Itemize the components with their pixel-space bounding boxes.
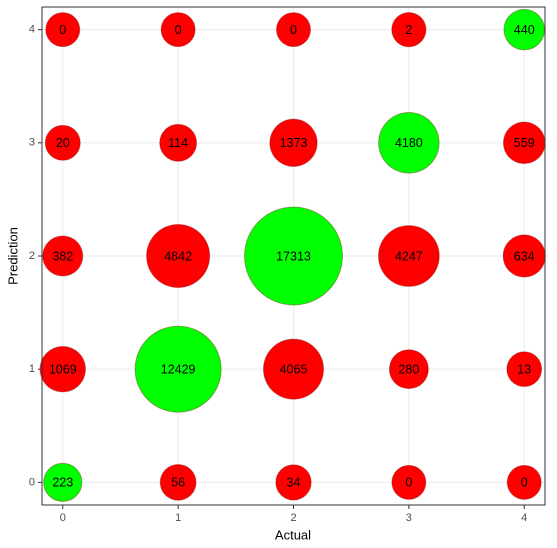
bubble <box>159 463 197 501</box>
bubble-label: 1373 <box>280 136 308 150</box>
bubble <box>262 338 325 400</box>
y-axis-title: Prediction <box>5 227 20 285</box>
bubble-label: 20 <box>56 136 70 150</box>
bubble-label: 0 <box>290 23 297 37</box>
bubble <box>43 462 83 503</box>
bubble <box>506 464 542 500</box>
bubble <box>391 12 427 48</box>
x-tick-label: 4 <box>521 512 527 524</box>
bubble-label: 0 <box>405 476 412 490</box>
bubble-label: 17313 <box>276 249 311 263</box>
bubble-label: 0 <box>521 476 528 490</box>
bubble <box>377 225 440 287</box>
x-tick-label: 1 <box>175 512 181 524</box>
bubble-label: 4247 <box>395 249 423 263</box>
bubble-label: 56 <box>171 476 185 490</box>
bubble-label: 34 <box>287 476 301 490</box>
bubble <box>45 12 81 48</box>
bubble-label: 440 <box>514 23 535 37</box>
bubble-label: 13 <box>517 362 531 376</box>
bubble-label: 382 <box>52 249 73 263</box>
bubble-label: 4065 <box>280 362 308 376</box>
bubble <box>391 464 427 500</box>
bubble-label: 2 <box>405 23 412 37</box>
bubble <box>160 12 196 48</box>
bubble <box>42 235 84 277</box>
x-tick-label: 2 <box>290 512 296 524</box>
bubble <box>44 124 81 161</box>
bubble <box>146 223 211 289</box>
bubble-label: 280 <box>398 362 419 376</box>
bubble <box>159 123 198 162</box>
bubble-label: 0 <box>175 23 182 37</box>
bubble <box>275 464 312 501</box>
bubble-label: 114 <box>168 136 188 150</box>
bubble-label: 634 <box>514 249 535 263</box>
y-tick-label: 3 <box>29 137 35 149</box>
y-tick-label: 0 <box>29 476 35 488</box>
bubble <box>134 325 222 413</box>
plot-border <box>41 6 546 506</box>
bubble <box>269 118 318 167</box>
y-tick-label: 2 <box>29 250 35 262</box>
x-axis-title: Actual <box>275 527 311 542</box>
y-tick-label: 1 <box>29 363 35 375</box>
x-tick-label: 3 <box>406 512 412 524</box>
y-tick-label: 4 <box>29 24 35 36</box>
bubble <box>276 12 311 48</box>
bubble-label: 0 <box>59 23 66 37</box>
bubble-label: 4842 <box>164 249 192 263</box>
bubble <box>506 351 543 388</box>
bubble <box>388 349 429 390</box>
bubble-label: 12429 <box>161 362 196 376</box>
bubble-label: 4180 <box>395 136 423 150</box>
bubble <box>244 206 343 306</box>
bubble-label: 1069 <box>49 362 77 376</box>
bubble-label: 223 <box>52 476 73 490</box>
bubble-label: 559 <box>514 136 535 150</box>
x-tick-label: 0 <box>60 512 66 524</box>
bubble <box>378 112 440 174</box>
bubble <box>39 345 86 393</box>
